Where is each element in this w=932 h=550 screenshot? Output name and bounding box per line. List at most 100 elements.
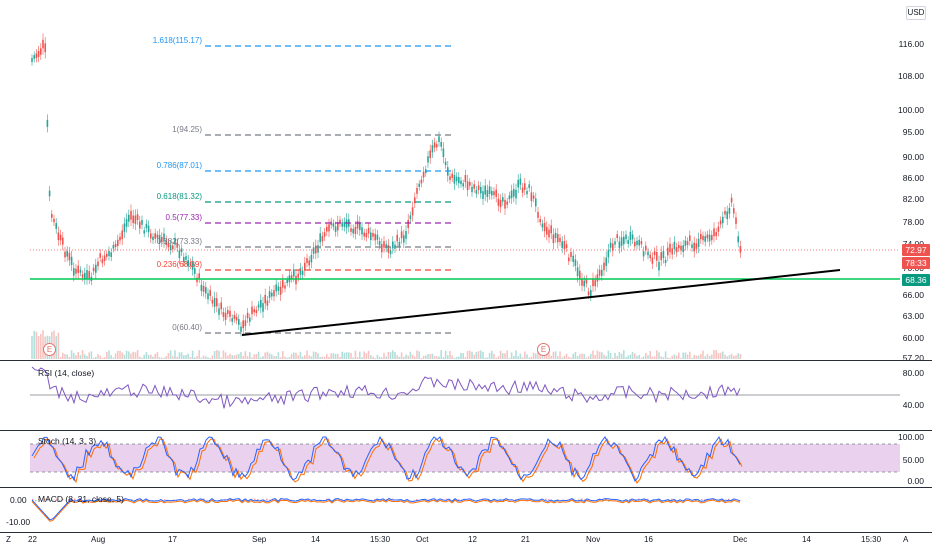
- price-chart-canvas[interactable]: [0, 0, 932, 360]
- volume-bar: [680, 357, 682, 359]
- volume-bar: [130, 353, 132, 359]
- volume-bar: [304, 355, 306, 359]
- volume-bar: [251, 357, 253, 359]
- volume-bar: [466, 350, 469, 359]
- macd-hist-bar: [32, 498, 34, 501]
- volume-bar: [444, 350, 447, 359]
- candle-body: [88, 271, 90, 279]
- volume-bar: [475, 351, 478, 359]
- earnings-event-icon[interactable]: E: [537, 343, 550, 356]
- candle-body: [444, 161, 447, 166]
- volume-bar: [194, 357, 196, 359]
- volume-bar: [686, 354, 689, 359]
- trend-line[interactable]: [241, 269, 841, 336]
- macd-hist-bar: [605, 498, 607, 501]
- volume-bar: [612, 357, 614, 359]
- candle-body: [238, 319, 240, 325]
- candle-body: [411, 207, 414, 216]
- macd-hist-bar: [110, 499, 112, 501]
- pane-divider[interactable]: [0, 360, 932, 361]
- volume-bar: [660, 356, 662, 359]
- volume-bar: [323, 356, 326, 359]
- macd-pane[interactable]: MACD (8, 21, close, 5) 0.00 -10.00: [0, 488, 932, 532]
- volume-bar: [605, 356, 607, 359]
- candle-body: [497, 198, 500, 206]
- rsi-label[interactable]: RSI (14, close): [38, 368, 95, 378]
- rsi-pane[interactable]: RSI (14, close) 80.00 40.00: [0, 361, 932, 429]
- candle-body: [629, 231, 632, 241]
- volume-bar: [332, 353, 335, 359]
- macd-hist-bar: [74, 498, 76, 501]
- candle-body: [587, 291, 590, 296]
- candle-body: [530, 192, 533, 202]
- pane-divider[interactable]: [0, 487, 932, 488]
- candle-body: [728, 207, 731, 214]
- candle-body: [583, 280, 585, 287]
- auto-scale-button[interactable]: A: [903, 535, 909, 544]
- volume-bar: [290, 354, 293, 359]
- volume-bar: [37, 336, 40, 359]
- candle-body: [158, 235, 161, 244]
- candle-body: [416, 187, 418, 194]
- volume-bar: [114, 353, 117, 359]
- stoch-label[interactable]: Stoch (14, 3, 3): [38, 436, 97, 446]
- candle-body: [132, 215, 134, 224]
- candle-body: [403, 235, 405, 243]
- candle-body: [400, 231, 403, 239]
- candle-body: [656, 252, 658, 261]
- macd-hist-bar: [341, 498, 343, 501]
- currency-button[interactable]: USD: [906, 6, 926, 20]
- volume-bar: [132, 351, 134, 359]
- macd-hist-bar: [584, 499, 586, 501]
- volume-bar: [257, 351, 260, 359]
- candle-body: [396, 234, 398, 242]
- candle-body: [95, 264, 97, 273]
- pane-divider[interactable]: [0, 430, 932, 431]
- candle-body: [334, 226, 337, 232]
- candle-body: [385, 244, 387, 249]
- time-axis-label: Sep: [252, 535, 267, 544]
- earnings-event-icon[interactable]: E: [43, 343, 56, 356]
- candle-body: [409, 215, 412, 220]
- main-chart-pane[interactable]: USD 116.00 108.00 100.00 95.00 90.00 86.00 82.…: [0, 0, 932, 363]
- candle-body: [330, 221, 332, 226]
- fib-level-label: 0.382(73.33): [156, 237, 202, 246]
- macd-hist-bar: [101, 498, 103, 501]
- volume-bar: [684, 352, 687, 359]
- macd-hist-bar: [629, 498, 631, 501]
- candle-body: [255, 309, 258, 314]
- candle-body: [649, 254, 651, 258]
- candle-body: [398, 241, 401, 247]
- candle-body: [31, 58, 33, 62]
- candle-body: [618, 241, 621, 249]
- macd-label[interactable]: MACD (8, 21, close, 5): [38, 494, 124, 504]
- volume-bar: [345, 352, 348, 359]
- macd-hist-bar: [641, 500, 643, 501]
- candle-body: [422, 171, 425, 178]
- candle-body: [376, 234, 379, 240]
- volume-bar: [169, 350, 172, 359]
- price-axis-label: 82.00: [902, 194, 924, 204]
- volume-bar: [253, 354, 255, 359]
- candle-body: [354, 226, 357, 234]
- stoch-pane[interactable]: Stoch (14, 3, 3) 100.00 50.00 0.00: [0, 431, 932, 487]
- volume-bar: [702, 350, 704, 359]
- candle-body: [200, 284, 203, 292]
- candle-body: [574, 259, 577, 266]
- candle-body: [315, 245, 317, 254]
- macd-hist-bar: [62, 498, 64, 501]
- volume-bar: [224, 352, 227, 359]
- volume-bar: [510, 352, 513, 359]
- volume-bar: [356, 356, 359, 359]
- candle-body: [631, 234, 634, 240]
- fib-level-label: 0.236(68.39): [156, 260, 202, 269]
- volume-bar: [354, 350, 357, 359]
- candle-body: [675, 247, 678, 253]
- candle-body: [407, 219, 409, 228]
- macd-hist-bar: [653, 500, 655, 502]
- macd-hist-bar: [506, 499, 508, 501]
- candle-body: [724, 210, 726, 215]
- zoom-button[interactable]: Z: [6, 535, 11, 544]
- candle-body: [579, 270, 581, 280]
- macd-hist-bar: [200, 499, 202, 501]
